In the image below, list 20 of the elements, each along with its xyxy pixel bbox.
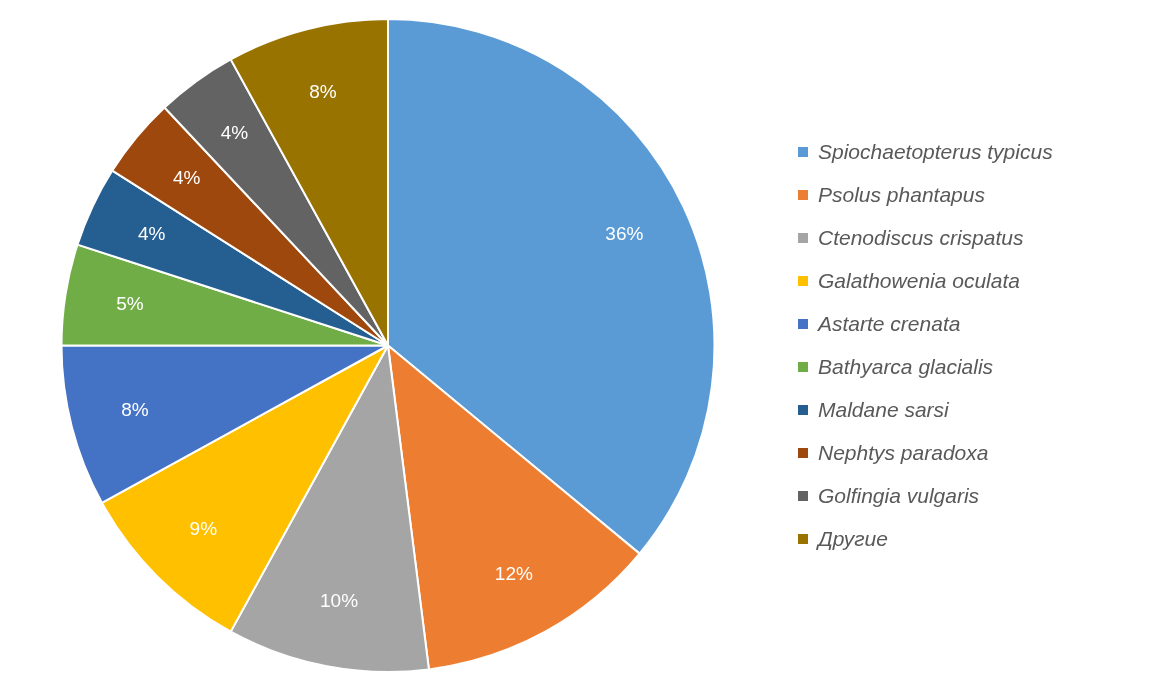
data-label: 8% bbox=[121, 398, 149, 420]
legend-label: Astarte crenata bbox=[818, 312, 961, 336]
legend-label: Golfingia vulgaris bbox=[818, 484, 980, 508]
legend-label: Nephtys paradoxa bbox=[818, 441, 989, 465]
legend-label: Maldane sarsi bbox=[818, 398, 949, 422]
data-label: 5% bbox=[116, 292, 144, 314]
data-label: 12% bbox=[494, 562, 533, 584]
data-label: 4% bbox=[220, 122, 249, 144]
legend-label: Ctenodiscus crispatus bbox=[818, 226, 1024, 250]
data-label: 4% bbox=[137, 222, 166, 244]
data-label: 4% bbox=[173, 167, 201, 189]
data-label: 8% bbox=[309, 80, 337, 102]
legend-label: Spiochaetopterus typicus bbox=[818, 140, 1053, 164]
legend-label: Psolus phantapus bbox=[818, 183, 985, 207]
legend-label: Другие bbox=[818, 527, 888, 551]
data-label: 9% bbox=[189, 518, 218, 540]
legend-label: Bathyarca glacialis bbox=[818, 355, 994, 379]
legend-label: Galathowenia oculata bbox=[818, 269, 1020, 293]
data-label: 36% bbox=[605, 222, 644, 244]
data-label: 10% bbox=[320, 590, 359, 612]
